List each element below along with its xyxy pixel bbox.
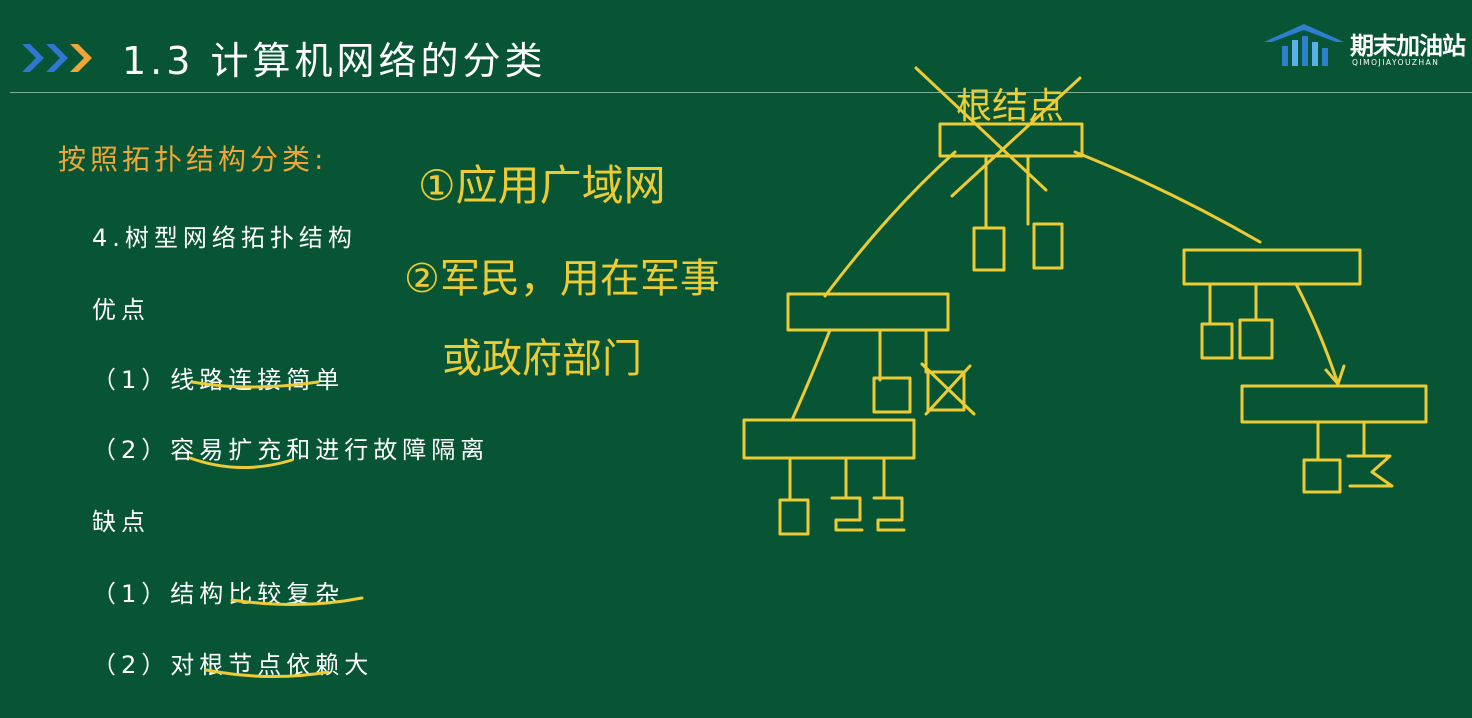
terminal-box — [926, 370, 966, 412]
terminal-box — [1032, 222, 1064, 270]
logo: 期末加油站 QIMOJIAYOUZHAN — [1262, 20, 1472, 76]
section-heading: 按照拓扑结构分类: — [58, 143, 328, 176]
terminal-box — [778, 498, 810, 536]
terminal-box — [1200, 322, 1234, 360]
logo-building-icon — [1264, 24, 1344, 66]
topology-title: 4.树型网络拓扑结构 — [92, 224, 357, 252]
hub-node — [1240, 384, 1428, 424]
connector — [790, 328, 832, 422]
cross-out-stroke — [920, 362, 976, 416]
root-node — [938, 122, 1084, 158]
terminal-box — [872, 376, 912, 414]
pros-label: 优点 — [92, 296, 150, 324]
terminal-box — [830, 496, 864, 532]
cross-out-stroke — [924, 364, 972, 416]
cons-item: （1）结构比较复杂 — [92, 580, 345, 608]
terminal-box — [1302, 458, 1342, 494]
cross-out-stroke — [914, 66, 1048, 192]
logo-name: 期末加油站 — [1350, 31, 1466, 60]
pros-item: （2）容易扩充和进行故障隔离 — [92, 436, 490, 464]
terminal-box — [1238, 318, 1274, 360]
note-military: ②军民，用在军事 — [404, 256, 720, 302]
terminal-box — [1346, 454, 1394, 488]
connector — [1073, 150, 1262, 244]
chevron-arrows-icon — [22, 44, 92, 72]
hub-node — [742, 418, 916, 460]
connector — [823, 150, 957, 298]
terminal-box — [872, 496, 906, 532]
page-title: 1.3 计算机网络的分类 — [122, 39, 547, 83]
note-government: 或政府部门 — [442, 336, 642, 382]
connector — [1324, 364, 1346, 386]
logo-subtitle: QIMOJIAYOUZHAN — [1352, 58, 1440, 67]
cons-item: （2）对根节点依赖大 — [92, 651, 374, 679]
cross-out-stroke — [950, 76, 1082, 198]
pros-item: （1）线路连接简单 — [92, 366, 345, 394]
cons-label: 缺点 — [92, 508, 150, 536]
hub-node — [1182, 248, 1362, 286]
connector — [1294, 282, 1340, 386]
terminal-box — [972, 226, 1006, 272]
header-divider — [10, 92, 1472, 93]
note-wide-area: ①应用广域网 — [418, 161, 666, 210]
hub-node — [786, 292, 950, 332]
